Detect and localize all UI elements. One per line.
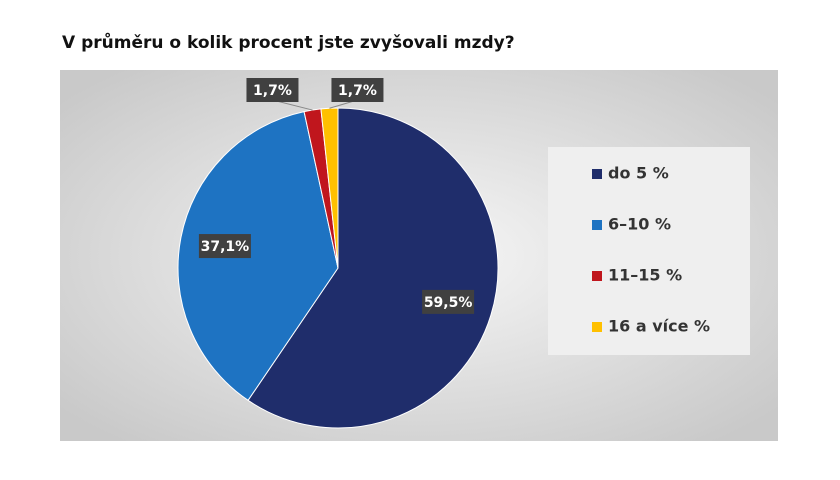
legend-label: 16 a více %	[608, 317, 710, 336]
value-label-box	[198, 234, 251, 259]
value-label: 59,5%	[424, 295, 473, 311]
legend-swatch	[592, 220, 602, 230]
legend-box	[548, 147, 750, 355]
value-label-box	[246, 78, 299, 102]
value-label: 1,7%	[338, 83, 377, 99]
pie-slice	[247, 107, 499, 429]
chart-title: V průměru o kolik procent jste zvyšovali…	[62, 31, 515, 53]
legend-swatch	[592, 322, 602, 332]
legend-label: do 5 %	[608, 164, 669, 183]
legend-label: 11–15 %	[608, 266, 682, 285]
legend-label: 6–10 %	[608, 215, 671, 234]
value-label: 37,1%	[201, 239, 250, 255]
value-label: 1,7%	[253, 83, 292, 99]
legend-swatch	[592, 271, 602, 281]
value-label-box	[331, 78, 384, 102]
value-label-box	[422, 289, 475, 314]
pie-slice	[320, 107, 339, 269]
pie-slice	[177, 111, 339, 402]
legend-swatch	[592, 169, 602, 179]
